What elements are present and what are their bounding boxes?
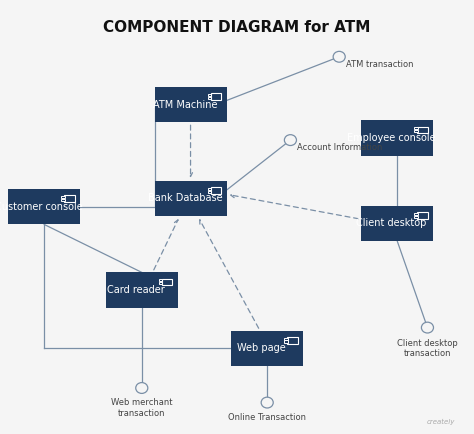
Bar — [208, 97, 211, 99]
Bar — [418, 127, 428, 133]
Bar — [361, 206, 433, 241]
Bar — [61, 199, 65, 201]
Bar — [155, 181, 227, 216]
Text: Bank Database: Bank Database — [148, 194, 222, 204]
Bar — [361, 120, 433, 156]
Bar — [211, 93, 221, 100]
Text: Account Information: Account Information — [297, 143, 383, 152]
Bar — [155, 87, 227, 122]
Bar — [414, 216, 418, 217]
Bar — [8, 189, 80, 224]
Text: Client desktop: Client desktop — [356, 218, 427, 228]
Circle shape — [261, 397, 273, 408]
Bar — [231, 331, 303, 366]
Text: Customer console: Customer console — [0, 202, 82, 212]
Text: creately: creately — [427, 418, 456, 424]
Bar — [208, 94, 211, 96]
Circle shape — [284, 135, 296, 145]
Bar — [64, 195, 74, 202]
Circle shape — [421, 322, 434, 333]
Bar — [211, 187, 221, 194]
Text: Web merchant
transaction: Web merchant transaction — [111, 398, 173, 418]
Text: Web page: Web page — [237, 343, 286, 353]
Text: ATM transaction: ATM transaction — [346, 60, 414, 69]
Circle shape — [136, 383, 148, 393]
Text: Employee console: Employee console — [347, 133, 436, 143]
Bar — [284, 341, 288, 342]
Bar — [106, 273, 178, 308]
Text: Card reader: Card reader — [107, 285, 165, 295]
Bar — [414, 213, 418, 215]
Text: Client desktop
transaction: Client desktop transaction — [397, 339, 458, 358]
Bar — [159, 282, 163, 284]
Bar — [418, 212, 428, 219]
Bar — [208, 187, 211, 190]
Bar — [61, 196, 65, 198]
Text: ATM Machine: ATM Machine — [153, 100, 217, 110]
Bar — [284, 338, 288, 340]
Bar — [162, 279, 172, 285]
Bar — [414, 130, 418, 132]
Text: COMPONENT DIAGRAM for ATM: COMPONENT DIAGRAM for ATM — [103, 20, 371, 35]
Circle shape — [333, 51, 345, 62]
Bar — [287, 337, 298, 344]
Text: Online Transaction: Online Transaction — [228, 413, 306, 422]
Bar — [414, 127, 418, 129]
Bar — [159, 279, 163, 281]
Bar — [208, 191, 211, 193]
